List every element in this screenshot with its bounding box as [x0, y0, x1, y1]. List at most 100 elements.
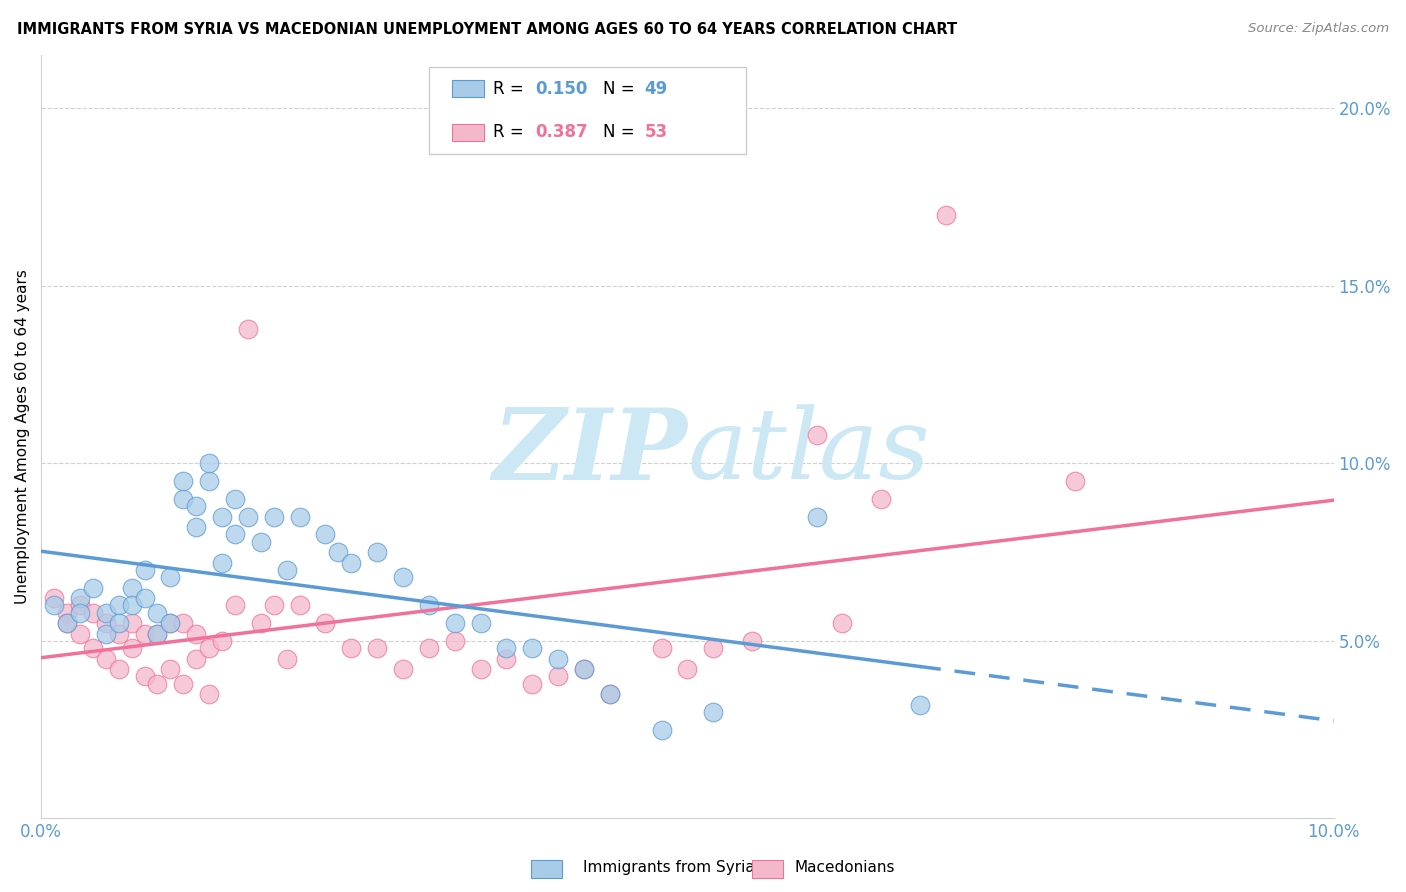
Point: [366, 545, 388, 559]
Text: R =: R =: [494, 123, 530, 141]
Point: [94, 616, 117, 631]
Point: [211, 509, 233, 524]
FancyBboxPatch shape: [453, 124, 485, 141]
Point: [676, 662, 699, 676]
Point: [263, 599, 285, 613]
Point: [69, 627, 91, 641]
Point: [495, 651, 517, 665]
Point: [198, 687, 221, 701]
Point: [172, 474, 194, 488]
Point: [69, 591, 91, 606]
Point: [599, 687, 621, 701]
Point: [56, 616, 79, 631]
Text: R =: R =: [494, 79, 530, 98]
Point: [186, 627, 208, 641]
Point: [56, 616, 79, 631]
Point: [236, 321, 259, 335]
Text: N =: N =: [603, 123, 640, 141]
Text: 49: 49: [645, 79, 668, 98]
Point: [288, 509, 311, 524]
Point: [172, 616, 194, 631]
Point: [42, 591, 65, 606]
Point: [146, 676, 169, 690]
Point: [186, 499, 208, 513]
Point: [224, 527, 246, 541]
Point: [470, 662, 492, 676]
FancyBboxPatch shape: [429, 67, 745, 154]
Point: [651, 723, 673, 737]
Point: [198, 457, 221, 471]
Point: [186, 651, 208, 665]
Point: [276, 563, 298, 577]
Point: [107, 662, 129, 676]
Point: [908, 698, 931, 712]
Point: [56, 606, 79, 620]
Point: [547, 651, 569, 665]
Point: [702, 641, 724, 656]
Point: [211, 556, 233, 570]
Point: [146, 627, 169, 641]
Point: [82, 641, 104, 656]
Point: [224, 491, 246, 506]
Point: [94, 606, 117, 620]
Point: [741, 634, 763, 648]
Point: [94, 651, 117, 665]
Text: N =: N =: [603, 79, 640, 98]
Point: [94, 627, 117, 641]
Point: [134, 591, 156, 606]
Text: ZIP: ZIP: [492, 404, 688, 500]
Point: [418, 641, 440, 656]
Point: [935, 208, 957, 222]
Point: [314, 527, 336, 541]
Point: [236, 509, 259, 524]
Point: [146, 606, 169, 620]
Y-axis label: Unemployment Among Ages 60 to 64 years: Unemployment Among Ages 60 to 64 years: [15, 269, 30, 604]
Point: [107, 627, 129, 641]
Point: [69, 606, 91, 620]
Point: [159, 570, 181, 584]
Point: [42, 599, 65, 613]
Point: [198, 474, 221, 488]
Point: [146, 627, 169, 641]
Point: [159, 616, 181, 631]
Point: [224, 599, 246, 613]
Point: [250, 534, 273, 549]
Point: [172, 491, 194, 506]
Point: [121, 616, 143, 631]
Point: [159, 662, 181, 676]
Point: [82, 581, 104, 595]
Point: [1064, 474, 1087, 488]
Point: [443, 616, 465, 631]
Point: [651, 641, 673, 656]
Point: [172, 676, 194, 690]
Point: [831, 616, 853, 631]
Point: [443, 634, 465, 648]
Point: [340, 641, 363, 656]
Text: 0.150: 0.150: [534, 79, 588, 98]
Point: [198, 641, 221, 656]
Point: [263, 509, 285, 524]
Point: [250, 616, 273, 631]
Point: [314, 616, 336, 631]
Point: [121, 581, 143, 595]
Point: [572, 662, 595, 676]
Point: [599, 687, 621, 701]
Point: [134, 627, 156, 641]
Text: IMMIGRANTS FROM SYRIA VS MACEDONIAN UNEMPLOYMENT AMONG AGES 60 TO 64 YEARS CORRE: IMMIGRANTS FROM SYRIA VS MACEDONIAN UNEM…: [17, 22, 957, 37]
Point: [392, 662, 415, 676]
Point: [121, 641, 143, 656]
Point: [806, 509, 828, 524]
Point: [522, 641, 544, 656]
Point: [547, 669, 569, 683]
Point: [470, 616, 492, 631]
Point: [870, 491, 893, 506]
Text: Macedonians: Macedonians: [794, 860, 894, 874]
Point: [328, 545, 350, 559]
Text: Immigrants from Syria: Immigrants from Syria: [583, 860, 755, 874]
Point: [340, 556, 363, 570]
Point: [276, 651, 298, 665]
Point: [288, 599, 311, 613]
Text: 53: 53: [645, 123, 668, 141]
Text: Source: ZipAtlas.com: Source: ZipAtlas.com: [1249, 22, 1389, 36]
Point: [806, 428, 828, 442]
